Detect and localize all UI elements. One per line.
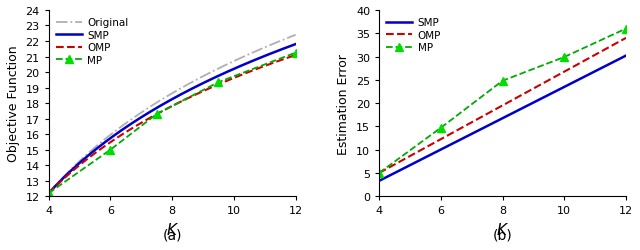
MP [153,113,161,116]
Legend: Original, SMP, OMP, MP: Original, SMP, OMP, MP [54,16,131,68]
SMP [405,164,413,168]
SMP [473,130,481,133]
OMP [555,74,563,77]
SMP [554,90,561,92]
OMP [225,80,232,82]
OMP [622,37,630,40]
Original [225,63,232,66]
MP [45,192,52,195]
Text: (a): (a) [163,228,182,242]
OMP [456,128,463,131]
Original [125,120,133,123]
Original [45,192,52,195]
SMP [456,139,463,142]
SMP [622,55,630,58]
MP [499,80,506,83]
OMP [223,80,231,83]
SMP [531,101,538,104]
OMP [375,172,383,175]
Line: MP: MP [45,49,300,198]
OMP [143,119,150,122]
Line: OMP: OMP [379,39,626,173]
SMP [225,70,232,74]
MP [622,28,630,31]
Original [75,161,83,164]
SMP [292,44,300,46]
MP [561,56,568,59]
X-axis label: $K$: $K$ [166,221,179,237]
SMP [45,192,52,195]
Original [200,75,208,78]
Original [292,34,300,37]
SMP [143,113,150,116]
MP [107,148,115,152]
SMP [223,71,231,74]
OMP [292,54,300,57]
Line: SMP: SMP [379,56,626,181]
X-axis label: $K$: $K$ [496,221,509,237]
OMP [75,165,83,168]
OMP [554,75,561,78]
Y-axis label: Estimation Error: Estimation Error [337,54,351,154]
SMP [75,163,83,166]
Original [143,108,150,111]
Line: MP: MP [375,25,630,177]
SMP [555,89,563,92]
OMP [531,87,538,90]
MP [292,52,300,55]
MP [214,81,222,84]
Text: (b): (b) [493,228,513,242]
OMP [200,90,208,93]
MP [375,172,383,175]
MP [437,127,445,130]
OMP [405,156,413,158]
Line: SMP: SMP [49,45,296,193]
Y-axis label: Objective Function: Objective Function [7,46,20,162]
Original [223,64,231,66]
OMP [45,192,52,195]
SMP [200,82,208,85]
OMP [125,129,133,132]
OMP [473,118,481,122]
Legend: SMP, OMP, MP: SMP, OMP, MP [385,16,443,55]
Line: Original: Original [49,36,296,193]
SMP [375,180,383,182]
Line: OMP: OMP [49,56,296,193]
SMP [125,124,133,127]
